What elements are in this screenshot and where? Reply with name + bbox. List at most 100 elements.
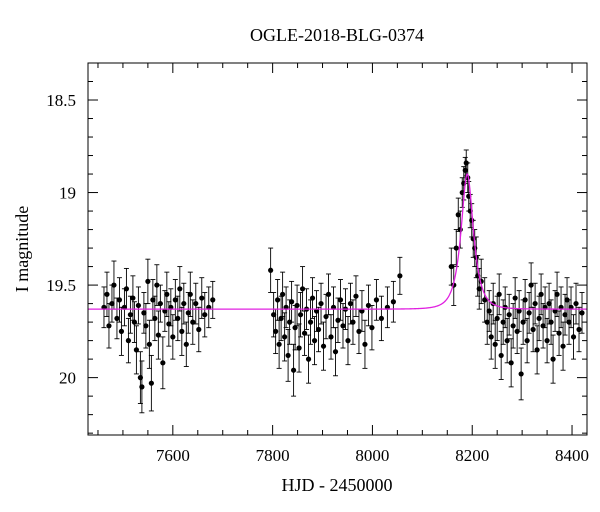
data-point xyxy=(476,286,482,292)
y-tick-labels: 18.5 19 19.5 20 xyxy=(46,91,76,388)
data-point xyxy=(185,310,191,316)
data-point xyxy=(526,310,532,316)
data-point xyxy=(457,226,463,233)
data-point xyxy=(177,286,183,292)
data-point xyxy=(397,273,403,279)
data-point xyxy=(183,341,189,347)
data-point xyxy=(463,160,469,166)
data-point xyxy=(210,297,216,303)
data-point xyxy=(494,315,500,322)
data-point xyxy=(492,341,498,347)
data-point xyxy=(127,312,134,318)
data-point xyxy=(469,217,475,223)
data-point xyxy=(111,282,117,288)
data-point xyxy=(199,295,205,301)
data-point xyxy=(570,334,577,340)
data-point xyxy=(130,295,136,301)
data-point xyxy=(116,297,123,303)
data-point xyxy=(125,338,132,344)
data-point xyxy=(544,338,550,344)
y-tick-label: 19 xyxy=(59,184,76,203)
data-point xyxy=(540,323,546,329)
data-point xyxy=(135,302,141,309)
data-point xyxy=(166,321,172,327)
data-point xyxy=(504,338,510,344)
data-point xyxy=(292,325,298,331)
data-point xyxy=(268,267,274,273)
data-point xyxy=(146,341,152,347)
data-point xyxy=(536,315,542,322)
x-axis-label: HJD - 2450000 xyxy=(282,475,393,495)
data-point xyxy=(560,343,566,349)
data-point xyxy=(534,347,540,353)
data-point xyxy=(150,297,156,303)
data-point xyxy=(278,315,284,322)
data-point xyxy=(335,317,341,323)
data-point xyxy=(455,212,461,218)
data-point xyxy=(325,291,332,297)
data-point xyxy=(516,308,522,314)
data-point xyxy=(299,286,306,292)
data-point xyxy=(323,313,329,320)
data-point xyxy=(453,245,459,251)
data-point xyxy=(448,263,454,270)
data-point xyxy=(340,323,346,329)
data-point xyxy=(350,319,356,325)
data-point xyxy=(510,323,516,329)
data-point xyxy=(175,315,181,322)
data-point xyxy=(273,328,279,334)
data-point xyxy=(548,319,554,325)
y-tick-label: 18.5 xyxy=(46,91,76,110)
data-point xyxy=(301,330,308,336)
data-point xyxy=(556,330,562,336)
data-point xyxy=(114,315,120,322)
data-point xyxy=(579,310,585,316)
data-point xyxy=(152,315,158,322)
plot-frame xyxy=(87,62,588,436)
data-point xyxy=(520,319,526,325)
data-point xyxy=(524,338,530,344)
data-point xyxy=(294,302,300,309)
data-point xyxy=(143,323,149,329)
data-point xyxy=(286,319,293,325)
data-point xyxy=(528,282,534,288)
data-point xyxy=(546,300,552,307)
data-point xyxy=(160,360,166,366)
data-point xyxy=(280,291,286,297)
data-point xyxy=(500,319,506,325)
error-bars xyxy=(101,149,585,414)
x-tick-label: 7600 xyxy=(156,446,190,465)
data-point xyxy=(332,349,339,355)
data-point xyxy=(518,371,524,377)
data-point xyxy=(118,328,125,334)
data-point xyxy=(196,326,202,333)
data-point xyxy=(307,319,314,325)
data-point xyxy=(290,367,297,373)
data-point xyxy=(282,334,288,340)
data-point xyxy=(271,312,277,318)
data-point xyxy=(532,300,538,307)
data-point xyxy=(362,341,368,347)
data-point xyxy=(187,291,193,297)
data-point xyxy=(378,315,385,322)
data-point xyxy=(356,328,362,334)
data-point xyxy=(179,328,185,334)
data-point xyxy=(320,343,327,349)
data-point xyxy=(345,338,351,344)
data-point xyxy=(486,308,492,314)
data-point xyxy=(164,291,170,297)
data-point xyxy=(309,295,316,301)
x-tick-label: 8200 xyxy=(455,446,489,465)
data-point xyxy=(139,384,145,390)
data-point xyxy=(106,323,112,329)
x-tick-labels: 7600 7800 8000 8200 8400 xyxy=(156,446,589,465)
data-point xyxy=(296,345,302,351)
data-point xyxy=(141,310,147,316)
data-point xyxy=(190,319,196,325)
data-point xyxy=(285,352,291,359)
data-point xyxy=(562,312,568,318)
data-point xyxy=(508,360,514,366)
data-point xyxy=(193,300,199,307)
data-point xyxy=(276,341,282,347)
data-point xyxy=(104,291,110,297)
